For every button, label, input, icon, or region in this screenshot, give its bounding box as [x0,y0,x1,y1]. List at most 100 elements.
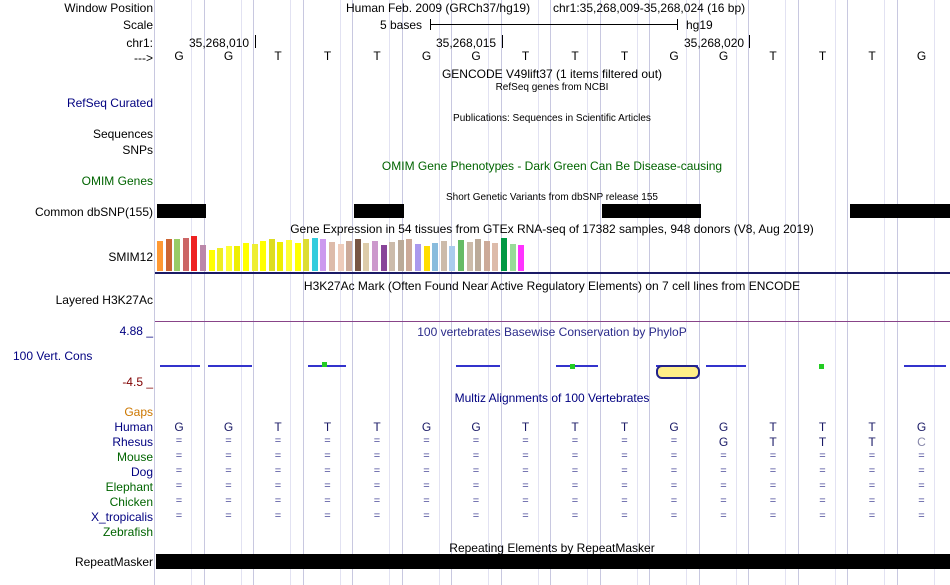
alignment-cell: = [324,450,331,462]
grid-line [402,0,403,585]
refseq-curated-label[interactable]: RefSeq Curated [66,96,153,110]
gtex-tissue-bar[interactable] [208,250,215,271]
species-label[interactable]: Elephant [105,480,153,494]
gtex-tissue-bar[interactable] [234,246,241,271]
sequence-base: G [174,49,184,63]
cons-value-mark [322,362,327,367]
gtex-tissue-bar[interactable] [191,236,198,271]
gtex-tissue-bar[interactable] [294,243,301,271]
grid-line [253,0,254,585]
gtex-tissue-bar[interactable] [509,244,516,271]
gtex-tissue-bar[interactable] [354,239,361,271]
alignment-cell: G [471,420,481,434]
alignment-cell: T [620,420,629,434]
snps-label[interactable]: SNPs [122,143,153,157]
vert-cons-label[interactable]: 100 Vert. Cons [13,349,93,363]
grid-line [488,0,489,585]
alignment-cell: = [621,510,628,522]
species-label[interactable]: X_tropicalis [90,510,153,524]
grid-line [352,0,353,585]
alignment-cell: = [621,495,628,507]
repeatmasker-label[interactable]: RepeatMasker [74,555,153,569]
alignment-cell: T [571,420,579,434]
grid-line [649,0,650,585]
alignment-cell: = [324,480,331,492]
alignment-cell: = [769,450,777,462]
alignment-cell: = [373,510,381,522]
gtex-tissue-bar[interactable] [346,241,353,271]
gtex-tissue-bar[interactable] [329,242,335,271]
gtex-tissue-bar[interactable] [440,241,447,271]
species-label[interactable]: Rhesus [112,435,153,449]
gtex-tissue-bar[interactable] [320,239,327,271]
repeat-element[interactable] [156,554,950,569]
strand-label: ---> [134,51,153,65]
gtex-tissue-bar[interactable] [518,245,525,271]
alignment-cell: = [522,435,529,447]
gtex-tissue-bar[interactable] [363,243,370,271]
alignment-cell: = [621,450,628,462]
alignment-cell: = [670,450,678,462]
snp-feature[interactable] [354,204,404,218]
species-label[interactable]: Mouse [116,450,153,464]
gtex-tissue-bar[interactable] [268,239,275,271]
alignment-cell: = [373,450,381,462]
gtex-tissue-bar[interactable] [251,244,258,271]
gtex-tissue-bar[interactable] [217,248,224,271]
snp-feature[interactable] [602,204,701,218]
gaps-label[interactable]: Gaps [124,405,153,419]
gtex-tissue-bar[interactable] [483,241,490,271]
snp-feature[interactable] [850,204,950,218]
gtex-tissue-bar[interactable] [423,246,430,271]
snp-feature[interactable] [157,204,206,218]
grid-line [847,0,848,585]
gtex-tissue-bar[interactable] [397,240,404,271]
gtex-tissue-bar[interactable] [277,242,284,271]
gtex-tissue-bar[interactable] [182,238,189,271]
gtex-tissue-bar[interactable] [466,242,473,271]
gtex-tissue-bar[interactable] [475,239,482,271]
alignment-cell: G [718,420,729,434]
grid-line [600,0,601,585]
gtex-tissue-bar[interactable] [260,241,267,271]
gtex-tissue-bar[interactable] [501,238,507,271]
alignment-cell: G [174,420,184,434]
gtex-tissue-bar[interactable] [286,240,292,271]
species-label[interactable]: Dog [130,465,153,479]
common-dbsnp-label[interactable]: Common dbSNP(155) [34,205,153,219]
gtex-tissue-bar[interactable] [492,243,499,271]
gtex-tissue-bar[interactable] [432,243,439,271]
gtex-tissue-bar[interactable] [311,238,318,271]
species-label[interactable]: Chicken [109,495,153,509]
gtex-tissue-bar[interactable] [372,241,378,271]
sequences-label[interactable]: Sequences [92,127,153,141]
smim12-label[interactable]: SMIM12 [108,250,153,264]
species-label[interactable]: Human [114,420,153,434]
gtex-tissue-bar[interactable] [458,240,464,271]
gtex-tissue-bar[interactable] [157,241,163,271]
gtex-tissue-bar[interactable] [337,244,344,271]
alignment-cell: = [423,480,430,492]
gtex-tissue-bar[interactable] [225,246,232,271]
gencode-track-title[interactable]: GENCODE V49lift37 (1 items filtered out) [441,67,663,81]
gtex-tissue-bar[interactable] [415,244,421,271]
layered-h3k27ac-label[interactable]: Layered H3K27Ac [55,293,153,307]
gtex-tissue-bar[interactable] [174,239,181,271]
gtex-tissue-bar[interactable] [303,239,310,271]
gtex-tissue-bar[interactable] [200,245,206,271]
grid-line [154,0,155,585]
omim-genes-label[interactable]: OMIM Genes [81,174,153,188]
alignment-cell: G [421,420,432,434]
gtex-tissue-bar[interactable] [389,242,396,271]
cons-value-mark [656,365,700,379]
gtex-tissue-bar[interactable] [380,245,387,271]
gtex-tissue-bar[interactable] [243,243,249,271]
gtex-tissue-bar[interactable] [165,239,172,271]
gtex-tissue-bar[interactable] [449,246,456,271]
sequence-base: T [868,49,876,63]
species-label[interactable]: Zebrafish [102,525,153,539]
alignment-cell: = [769,480,777,492]
cons-value-mark [308,365,346,367]
gtex-tissue-bar[interactable] [406,239,413,271]
